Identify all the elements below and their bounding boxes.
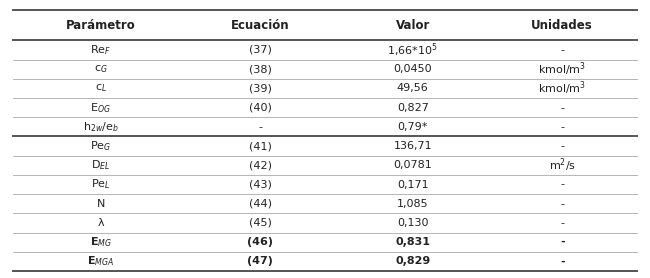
Text: Unidades: Unidades <box>532 19 593 31</box>
Text: -: - <box>258 122 262 132</box>
Text: -: - <box>560 256 565 266</box>
Text: -: - <box>560 237 565 247</box>
Text: m$^2$/s: m$^2$/s <box>549 157 576 174</box>
Text: 0,171: 0,171 <box>397 180 428 190</box>
Text: 0,0450: 0,0450 <box>393 64 432 74</box>
Text: E$_{MG}$: E$_{MG}$ <box>90 235 112 249</box>
Text: (38): (38) <box>248 64 272 74</box>
Text: E$_{MGA}$: E$_{MGA}$ <box>87 255 114 268</box>
Text: 0,831: 0,831 <box>395 237 430 247</box>
Text: -: - <box>560 199 564 209</box>
Text: -: - <box>560 45 564 55</box>
Text: -: - <box>560 103 564 113</box>
Text: N: N <box>97 199 105 209</box>
Text: (37): (37) <box>248 45 272 55</box>
Text: Parámetro: Parámetro <box>66 19 136 31</box>
Text: 49,56: 49,56 <box>397 83 428 93</box>
Text: Valor: Valor <box>396 19 430 31</box>
Text: 0,827: 0,827 <box>396 103 429 113</box>
Text: E$_{OG}$: E$_{OG}$ <box>90 101 111 115</box>
Text: -: - <box>560 180 564 190</box>
Text: 0,79*: 0,79* <box>398 122 428 132</box>
Text: (41): (41) <box>248 141 272 151</box>
Text: (47): (47) <box>247 256 273 266</box>
Text: Pe$_L$: Pe$_L$ <box>91 178 111 192</box>
Text: 136,71: 136,71 <box>393 141 432 151</box>
Text: -: - <box>560 141 564 151</box>
Text: -: - <box>560 218 564 228</box>
Text: (44): (44) <box>248 199 272 209</box>
Text: h$_{2w}$/e$_b$: h$_{2w}$/e$_b$ <box>83 120 119 134</box>
Text: (45): (45) <box>248 218 272 228</box>
Text: λ: λ <box>98 218 104 228</box>
Text: D$_{EL}$: D$_{EL}$ <box>91 158 111 172</box>
Text: c$_L$: c$_L$ <box>95 83 107 94</box>
Text: Re$_F$: Re$_F$ <box>90 43 111 57</box>
Text: (40): (40) <box>248 103 272 113</box>
Text: kmol/m$^3$: kmol/m$^3$ <box>538 80 586 97</box>
Text: (46): (46) <box>247 237 273 247</box>
Text: 1,085: 1,085 <box>397 199 428 209</box>
Text: Ecuación: Ecuación <box>231 19 289 31</box>
Text: 0,0781: 0,0781 <box>393 160 432 170</box>
Text: 0,829: 0,829 <box>395 256 430 266</box>
Text: 0,130: 0,130 <box>397 218 428 228</box>
Text: (43): (43) <box>248 180 272 190</box>
Text: (39): (39) <box>248 83 272 93</box>
Text: kmol/m$^3$: kmol/m$^3$ <box>538 60 586 78</box>
Text: Pe$_G$: Pe$_G$ <box>90 139 111 153</box>
Text: -: - <box>560 122 564 132</box>
Text: c$_G$: c$_G$ <box>94 63 108 75</box>
Text: 1,66*10$^5$: 1,66*10$^5$ <box>387 41 438 59</box>
Text: (42): (42) <box>248 160 272 170</box>
